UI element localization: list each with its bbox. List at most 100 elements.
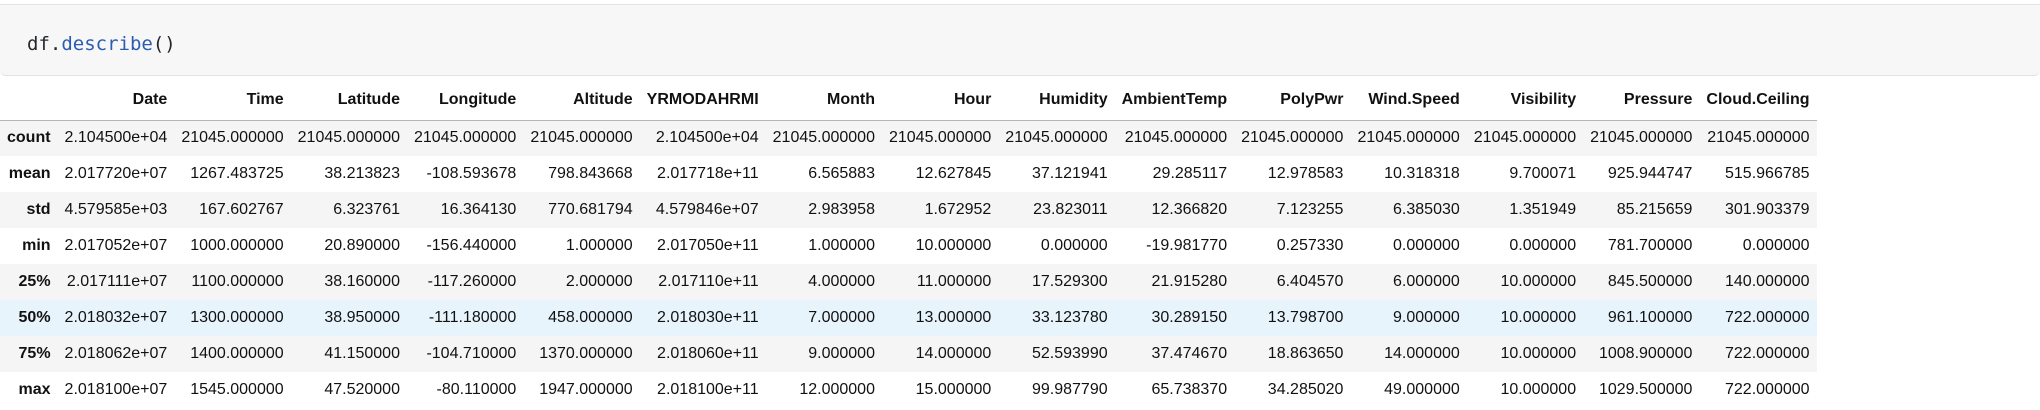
table-body: count 2.104500e+04 21045.000000 21045.00000… xyxy=(0,120,1817,408)
table-row: min 2.017052e+07 1000.000000 20.890000 -156.… xyxy=(0,228,1817,264)
code-dot: . xyxy=(49,33,62,55)
table-cell: 38.950000 xyxy=(324,309,400,326)
table-cell: 722.000000 xyxy=(1725,381,1810,398)
table-cell: 30.289150 xyxy=(1151,309,1228,326)
table-cell: -108.593678 xyxy=(426,165,517,182)
table-cell: 21045.000000 xyxy=(413,129,517,147)
table-cell: 37.474670 xyxy=(1151,345,1228,362)
table-cell: 2.017718e+11 xyxy=(657,165,759,182)
table-cell: 21045.000000 xyxy=(530,129,633,147)
column-header: PolyPwr xyxy=(1234,80,1351,121)
table-cell: 99.987790 xyxy=(1031,381,1108,398)
output-area: Date Time Latitude Longitude Altitude YRMODAH… xyxy=(0,80,1817,408)
table-cell: 14.000000 xyxy=(915,345,992,362)
table-cell: -104.710000 xyxy=(426,345,517,362)
table-cell: 2.983958 xyxy=(808,201,875,218)
table-cell: 7.123255 xyxy=(1276,201,1344,218)
table-row: mean 2.017720e+07 1267.483725 38.213823 -108… xyxy=(0,156,1817,192)
table-cell: 1100.000000 xyxy=(191,273,284,290)
table-cell: 167.602767 xyxy=(199,201,284,218)
table-cell: 845.500000 xyxy=(1607,273,1693,290)
table-cell: 14.000000 xyxy=(1384,345,1460,362)
column-header: Wind.Speed xyxy=(1350,80,1467,121)
row-label: 25% xyxy=(18,273,51,290)
code-method: describe xyxy=(61,33,153,55)
table-cell: 9.000000 xyxy=(808,345,875,362)
table-cell: 2.000000 xyxy=(565,273,633,290)
row-label: mean xyxy=(8,165,51,182)
table-cell: 1.351949 xyxy=(1509,201,1577,218)
table-header: Date Time Latitude Longitude Altitude YRMODAH… xyxy=(0,80,1817,121)
table-cell: 925.944747 xyxy=(1607,165,1693,182)
table-cell: 2.018060e+11 xyxy=(657,345,759,362)
table-cell: 21045.000000 xyxy=(888,129,992,147)
row-label: std xyxy=(26,201,51,218)
table-cell: 21.915280 xyxy=(1151,273,1228,290)
header-row: Date Time Latitude Longitude Altitude YRMODAH… xyxy=(0,80,1817,121)
index-header xyxy=(0,80,58,121)
table-cell: 12.627845 xyxy=(915,165,992,182)
table-cell: 10.000000 xyxy=(1500,273,1577,290)
table-row: count 2.104500e+04 21045.000000 21045.00000… xyxy=(0,120,1817,156)
table-cell: 12.366820 xyxy=(1151,201,1228,218)
table-cell: 9.000000 xyxy=(1393,309,1460,326)
table-cell: 21045.000000 xyxy=(1241,129,1344,147)
table-cell: -80.110000 xyxy=(436,381,517,398)
table-cell: 29.285117 xyxy=(1152,165,1228,182)
table-cell: 85.215659 xyxy=(1616,201,1693,218)
column-header: Pressure xyxy=(1583,80,1700,121)
column-header: Month xyxy=(765,80,882,121)
code-object: df xyxy=(27,33,50,55)
table-cell: 0.000000 xyxy=(1742,237,1810,254)
table-cell: 2.104500e+04 xyxy=(64,129,168,147)
code-line[interactable]: df.describe() xyxy=(27,31,176,57)
table-row: 50% 2.018032e+07 1300.000000 38.950000 -111.… xyxy=(0,300,1817,336)
table-cell: -156.440000 xyxy=(426,237,517,254)
table-cell: 13.798700 xyxy=(1267,309,1344,326)
table-cell: 11.000000 xyxy=(916,273,992,290)
table-row: 75% 2.018062e+07 1400.000000 41.150000 -104.… xyxy=(0,336,1817,372)
table-cell: 781.700000 xyxy=(1607,237,1693,254)
table-cell: 2.017052e+07 xyxy=(64,237,168,254)
code-cell[interactable]: df.describe() xyxy=(0,4,2040,76)
table-cell: 10.000000 xyxy=(1500,309,1577,326)
column-header: Date xyxy=(57,80,175,121)
table-cell: 38.213823 xyxy=(324,165,400,182)
table-cell: 2.017111e+07 xyxy=(66,273,168,290)
table-cell: 7.000000 xyxy=(808,309,875,326)
column-header: Visibility xyxy=(1466,80,1584,121)
table-cell: 33.123780 xyxy=(1031,309,1108,326)
table-cell: 722.000000 xyxy=(1725,345,1810,362)
table-cell: 722.000000 xyxy=(1725,309,1810,326)
table-cell: 21045.000000 xyxy=(1124,129,1228,147)
table-cell: 38.160000 xyxy=(324,273,400,290)
table-cell: 12.000000 xyxy=(799,381,875,398)
table-cell: 21045.000000 xyxy=(181,129,284,147)
table-cell: 4.579846e+07 xyxy=(655,201,759,218)
table-row: 25% 2.017111e+07 1100.000000 38.160000 -117.… xyxy=(0,264,1817,300)
row-label: max xyxy=(18,381,51,398)
column-header: Latitude xyxy=(290,80,407,121)
table-cell: 0.000000 xyxy=(1393,237,1460,254)
table-cell: 1008.900000 xyxy=(1598,345,1693,362)
table-cell: 21045.000000 xyxy=(1357,129,1460,147)
row-label: min xyxy=(22,237,51,254)
table-cell: 47.520000 xyxy=(324,381,400,398)
row-label: 50% xyxy=(18,309,51,326)
table-cell: 2.018100e+11 xyxy=(657,381,759,398)
table-cell: 140.000000 xyxy=(1725,273,1810,290)
table-cell: 21045.000000 xyxy=(1590,129,1693,147)
table-cell: 2.104500e+04 xyxy=(655,129,759,147)
table-cell: 2.018032e+07 xyxy=(64,309,168,326)
table-cell: 0.000000 xyxy=(1040,237,1108,254)
table-cell: 34.285020 xyxy=(1267,381,1344,398)
table-cell: 49.000000 xyxy=(1384,381,1460,398)
table-cell: 20.890000 xyxy=(324,237,400,254)
table-cell: 9.700071 xyxy=(1509,165,1577,182)
table-cell: 1.672952 xyxy=(924,201,992,218)
table-cell: 41.150000 xyxy=(324,345,400,362)
table-cell: 2.017050e+11 xyxy=(657,237,759,254)
column-header: Altitude xyxy=(523,80,640,121)
table-cell: 13.000000 xyxy=(915,309,992,326)
table-cell: 1.000000 xyxy=(565,237,633,254)
